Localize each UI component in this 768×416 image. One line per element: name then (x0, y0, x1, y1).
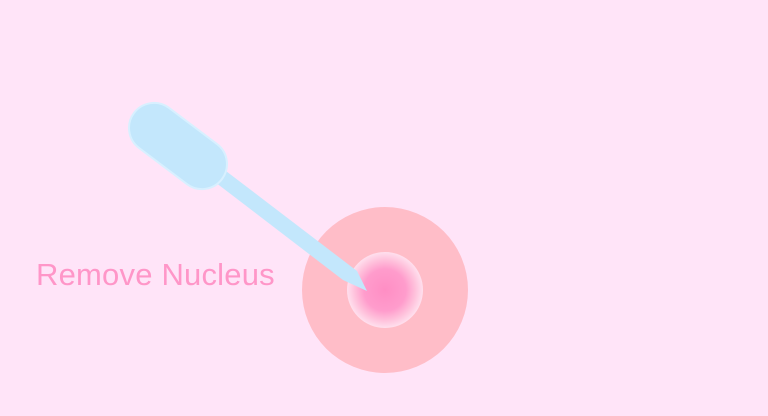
pipette-bulb (128, 101, 228, 191)
micropipette-icon (128, 101, 367, 291)
step-label: Remove Nucleus (36, 257, 275, 292)
nucleus (347, 252, 423, 328)
pipette-needle (211, 168, 367, 291)
